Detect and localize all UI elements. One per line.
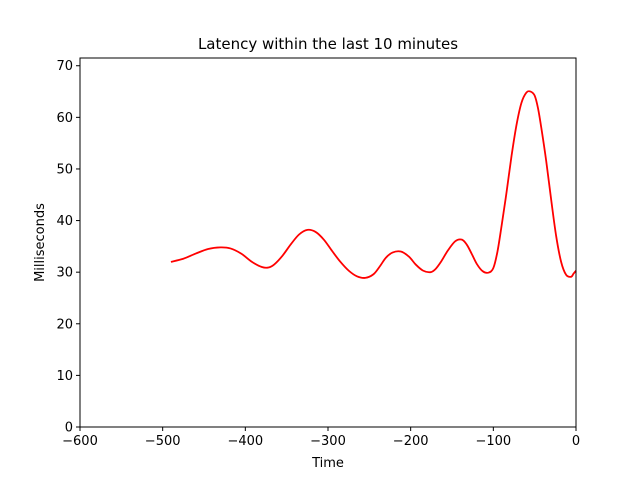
y-tick-label: 0 [65, 421, 73, 436]
y-tick-label: 40 [56, 214, 73, 229]
x-axis: −600 −500 −400 −300 −200 −100 0 [62, 427, 580, 449]
y-axis-label: Milliseconds [33, 203, 48, 282]
chart-title: Latency within the last 10 minutes [198, 35, 458, 53]
plot-frame [79, 57, 577, 428]
x-axis-label: Time [311, 456, 344, 471]
y-tick-label: 30 [56, 266, 73, 281]
y-tick-label: 20 [56, 317, 73, 332]
x-tick-label: 0 [572, 434, 580, 449]
x-tick-label: −200 [393, 434, 429, 449]
x-tick-label: −300 [310, 434, 346, 449]
x-tick-label: −600 [62, 434, 98, 449]
y-tick-label: 50 [56, 162, 73, 177]
y-axis: 0 10 20 30 40 50 60 70 [56, 59, 80, 436]
x-tick-label: −500 [145, 434, 181, 449]
y-tick-label: 60 [56, 111, 73, 126]
y-tick-label: 10 [56, 369, 73, 384]
series-layer [170, 90, 577, 279]
y-tick-label: 70 [56, 59, 73, 74]
x-tick-label: −400 [227, 434, 263, 449]
x-tick-label: −100 [475, 434, 511, 449]
series-line-0 [170, 90, 577, 279]
